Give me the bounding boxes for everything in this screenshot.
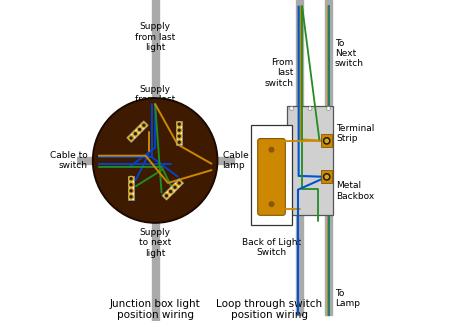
Circle shape bbox=[128, 176, 134, 181]
Bar bbox=[287, 106, 333, 215]
Circle shape bbox=[178, 182, 180, 184]
Bar bbox=[176, 121, 182, 145]
Circle shape bbox=[177, 128, 182, 133]
Circle shape bbox=[130, 196, 132, 198]
Circle shape bbox=[137, 127, 142, 132]
Bar bbox=[321, 170, 332, 183]
Circle shape bbox=[170, 191, 172, 193]
Circle shape bbox=[173, 185, 177, 190]
Circle shape bbox=[177, 134, 182, 139]
Circle shape bbox=[133, 131, 138, 136]
Text: Supply
to next
light: Supply to next light bbox=[139, 228, 171, 258]
Circle shape bbox=[325, 175, 328, 178]
Circle shape bbox=[308, 107, 312, 110]
Circle shape bbox=[269, 202, 274, 206]
Text: Junction box light
position wiring: Junction box light position wiring bbox=[110, 299, 201, 320]
Circle shape bbox=[128, 195, 134, 199]
Circle shape bbox=[168, 189, 173, 194]
Circle shape bbox=[165, 195, 167, 197]
Circle shape bbox=[178, 135, 180, 137]
Circle shape bbox=[143, 124, 145, 126]
Text: Supply
from last
light: Supply from last light bbox=[135, 84, 175, 114]
Text: Terminal
Strip: Terminal Strip bbox=[337, 124, 375, 143]
Circle shape bbox=[324, 174, 330, 180]
Bar bbox=[321, 134, 332, 147]
Bar bbox=[296, 0, 303, 315]
Circle shape bbox=[92, 98, 218, 223]
Circle shape bbox=[177, 122, 182, 126]
Circle shape bbox=[290, 107, 293, 110]
Bar bbox=[152, 0, 159, 107]
Circle shape bbox=[135, 133, 137, 135]
Circle shape bbox=[178, 141, 180, 143]
Bar bbox=[152, 214, 159, 321]
Bar bbox=[76, 157, 102, 164]
Bar bbox=[128, 176, 134, 200]
Circle shape bbox=[178, 123, 180, 125]
Circle shape bbox=[130, 178, 132, 180]
Circle shape bbox=[269, 147, 274, 152]
Text: Cable to
lamp: Cable to lamp bbox=[223, 151, 260, 170]
Text: Metal
Backbox: Metal Backbox bbox=[337, 181, 375, 201]
Text: Supply
from last
light: Supply from last light bbox=[135, 22, 175, 52]
Circle shape bbox=[325, 139, 328, 143]
FancyBboxPatch shape bbox=[258, 139, 285, 215]
Text: To
Next
switch: To Next switch bbox=[335, 39, 364, 68]
Circle shape bbox=[327, 107, 330, 110]
Bar bbox=[251, 125, 292, 225]
Text: Loop through switch
position wiring: Loop through switch position wiring bbox=[216, 299, 322, 320]
Circle shape bbox=[130, 184, 132, 186]
Circle shape bbox=[130, 190, 132, 192]
Circle shape bbox=[128, 188, 134, 193]
Text: To
Lamp: To Lamp bbox=[335, 289, 360, 308]
Bar bbox=[127, 121, 148, 143]
Circle shape bbox=[129, 135, 134, 140]
Circle shape bbox=[164, 193, 169, 198]
Circle shape bbox=[130, 137, 132, 139]
Circle shape bbox=[128, 182, 134, 187]
Bar bbox=[162, 178, 183, 200]
Text: Cable to
switch: Cable to switch bbox=[50, 151, 88, 170]
Circle shape bbox=[324, 138, 330, 144]
Bar bbox=[209, 157, 234, 164]
Text: Back of Light
Switch: Back of Light Switch bbox=[242, 238, 301, 257]
Circle shape bbox=[178, 129, 180, 131]
Text: From
last
switch: From last switch bbox=[264, 58, 293, 88]
Circle shape bbox=[174, 186, 176, 188]
Circle shape bbox=[141, 123, 146, 128]
Circle shape bbox=[177, 181, 182, 186]
Bar bbox=[325, 0, 332, 315]
Circle shape bbox=[177, 140, 182, 145]
Circle shape bbox=[94, 100, 216, 221]
Circle shape bbox=[139, 128, 141, 130]
